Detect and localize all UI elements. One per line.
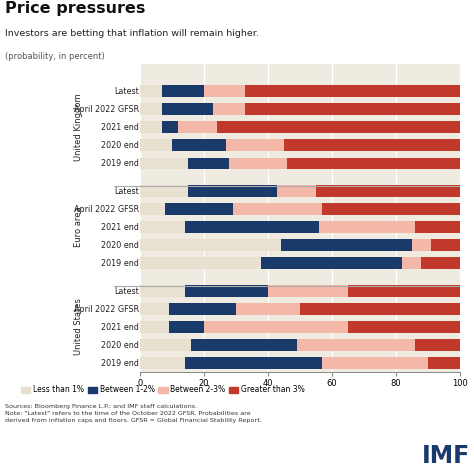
Legend: Less than 1%, Between 1-2%, Between 2-3%, Greater than 3%: Less than 1%, Between 1-2%, Between 2-3%… bbox=[18, 383, 308, 397]
Text: Euro area: Euro area bbox=[74, 207, 83, 247]
Bar bbox=[322, 357, 428, 369]
Bar bbox=[421, 257, 460, 269]
Bar bbox=[284, 139, 460, 151]
Bar bbox=[217, 121, 460, 133]
Text: 2021 end: 2021 end bbox=[101, 322, 139, 331]
Text: 2020 end: 2020 end bbox=[101, 241, 139, 250]
Bar bbox=[162, 121, 178, 133]
Text: Latest: Latest bbox=[115, 286, 139, 295]
Text: Latest: Latest bbox=[115, 186, 139, 195]
Bar bbox=[184, 357, 322, 369]
Bar bbox=[226, 139, 284, 151]
Bar bbox=[140, 239, 281, 251]
Bar bbox=[281, 239, 412, 251]
Bar bbox=[268, 285, 348, 297]
Bar bbox=[184, 221, 319, 233]
Text: 2021 end: 2021 end bbox=[101, 123, 139, 132]
Bar bbox=[297, 339, 415, 351]
Text: 2019 end: 2019 end bbox=[101, 359, 139, 367]
Text: April 2022 GFSR: April 2022 GFSR bbox=[74, 304, 139, 313]
Bar bbox=[287, 157, 460, 169]
Bar bbox=[140, 357, 184, 369]
Text: 2020 end: 2020 end bbox=[101, 141, 139, 150]
Bar bbox=[162, 103, 213, 115]
Text: April 2022 GFSR: April 2022 GFSR bbox=[74, 105, 139, 114]
Bar bbox=[140, 321, 169, 333]
Bar bbox=[319, 221, 415, 233]
Bar bbox=[300, 303, 460, 315]
Text: April 2022 GFSR: April 2022 GFSR bbox=[74, 205, 139, 213]
Text: Investors are betting that inflation will remain higher.: Investors are betting that inflation wil… bbox=[5, 29, 259, 38]
Text: Price pressures: Price pressures bbox=[5, 1, 145, 16]
Text: 2021 end: 2021 end bbox=[101, 223, 139, 231]
Text: United Kingdom: United Kingdom bbox=[74, 93, 83, 161]
Bar bbox=[246, 85, 460, 97]
Text: Sources: Bloomberg Finance L.P.; and IMF staff calculations.
Note: "Latest" refe: Sources: Bloomberg Finance L.P.; and IMF… bbox=[5, 404, 262, 423]
Bar bbox=[348, 321, 460, 333]
Bar bbox=[229, 157, 287, 169]
Bar bbox=[188, 185, 277, 197]
Bar bbox=[348, 285, 460, 297]
Text: 2020 end: 2020 end bbox=[101, 340, 139, 349]
Bar bbox=[140, 85, 162, 97]
Bar bbox=[178, 121, 217, 133]
Bar bbox=[415, 221, 460, 233]
Bar bbox=[172, 139, 226, 151]
Bar bbox=[140, 203, 165, 215]
Bar bbox=[236, 303, 300, 315]
Bar bbox=[165, 203, 233, 215]
Bar bbox=[428, 357, 460, 369]
Bar bbox=[140, 339, 191, 351]
Text: United States: United States bbox=[74, 299, 83, 356]
Bar bbox=[188, 157, 229, 169]
Bar bbox=[162, 85, 204, 97]
Bar bbox=[140, 285, 184, 297]
Bar bbox=[184, 285, 268, 297]
Bar bbox=[191, 339, 297, 351]
Bar bbox=[140, 221, 184, 233]
Bar bbox=[431, 239, 460, 251]
Bar bbox=[140, 121, 162, 133]
Text: 2019 end: 2019 end bbox=[101, 159, 139, 168]
Bar bbox=[169, 321, 204, 333]
Bar bbox=[140, 157, 188, 169]
Bar bbox=[140, 185, 188, 197]
Bar bbox=[402, 257, 421, 269]
Bar bbox=[277, 185, 316, 197]
Text: Latest: Latest bbox=[115, 87, 139, 96]
Text: 2019 end: 2019 end bbox=[101, 259, 139, 268]
Bar bbox=[140, 257, 262, 269]
Bar bbox=[316, 185, 460, 197]
Bar bbox=[140, 303, 169, 315]
Bar bbox=[140, 139, 172, 151]
Text: (probability, in percent): (probability, in percent) bbox=[5, 53, 104, 62]
Bar bbox=[204, 85, 246, 97]
Bar bbox=[169, 303, 236, 315]
Bar bbox=[322, 203, 460, 215]
Bar bbox=[415, 339, 460, 351]
Bar bbox=[213, 103, 246, 115]
Bar bbox=[412, 239, 431, 251]
Bar bbox=[204, 321, 348, 333]
Text: IMF: IMF bbox=[422, 444, 470, 467]
Bar bbox=[233, 203, 322, 215]
Bar bbox=[140, 103, 162, 115]
Bar bbox=[246, 103, 460, 115]
Bar bbox=[262, 257, 402, 269]
